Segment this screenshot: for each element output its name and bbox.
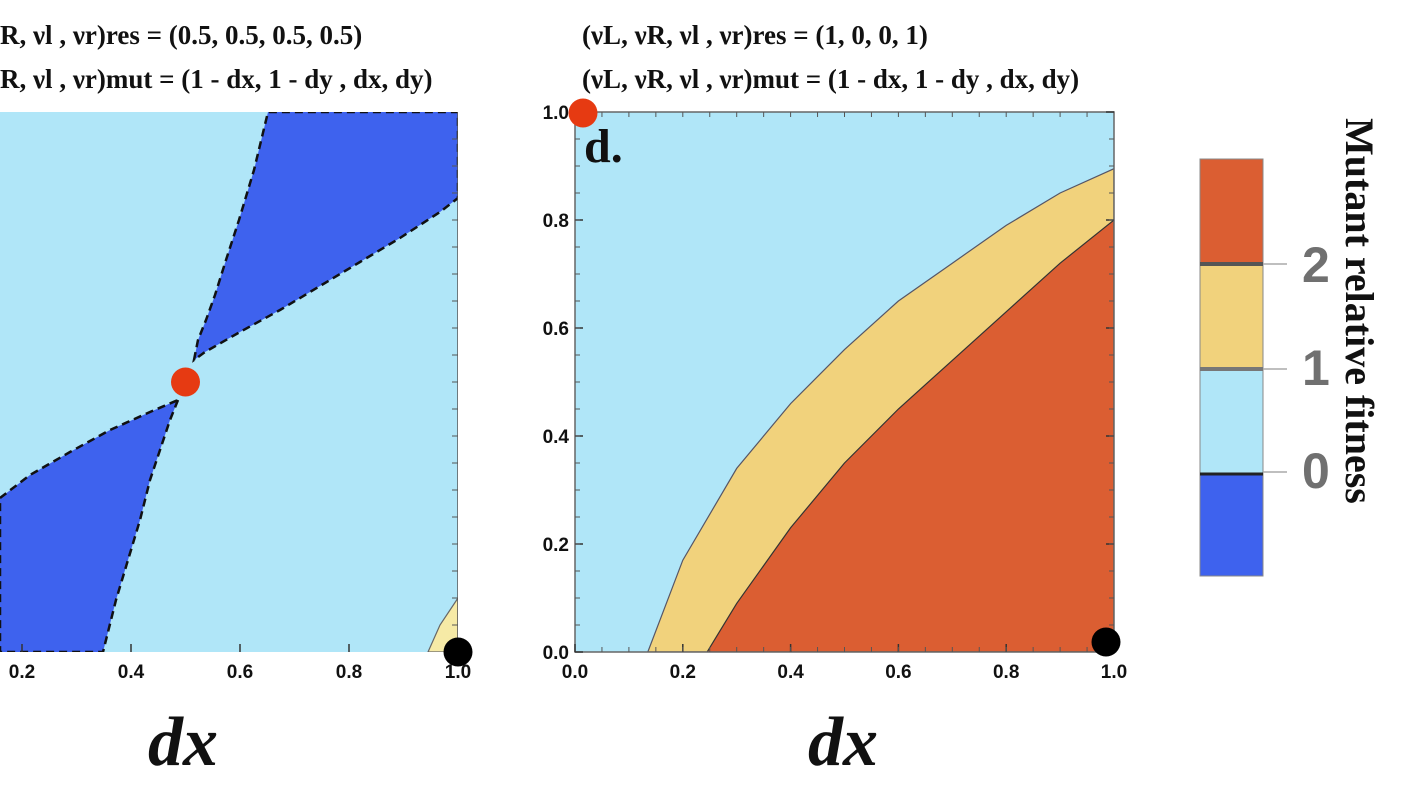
panel-d-res-value: = (1, 0, 0, 1) [786,20,928,50]
panel-c-negative-region-bottom [0,397,181,652]
panel-d-y-tick-label: 0.0 [543,643,569,664]
panel-d-x-tick-label: 0.6 [885,662,911,683]
panel-d-x-tick-label: 0.0 [562,662,588,683]
legend-swatch-1-2 [1200,264,1263,369]
panel-c-plot [0,112,458,652]
legend-tick-0: 0 [1302,443,1330,499]
panel-d-corner-point [1091,627,1121,657]
legend-title: Mutant relative fitness [1337,118,1382,504]
panel-c-yellow-patch [427,596,458,652]
panel-c-x-tick-label: 0.8 [336,662,362,683]
panel-c-mut-value: = (1 - dx, 1 - dy , dx, dy) [152,64,433,94]
panel-d-x-tick-label: 1.0 [1101,662,1127,683]
panel-c-res-header: R, νl , νr)res = (0.5, 0.5, 0.5, 0.5) [0,20,362,51]
panel-d-res-header: (νL, νR, νl , νr)res = (1, 0, 0, 1) [582,20,928,51]
panel-d-y-tick-label: 0.8 [543,211,569,232]
panel-c-x-tick-label: 0.6 [227,662,253,683]
panel-d-res-label: (νL, νR, νl , νr)res [582,20,787,50]
panel-d-x-axis-title: dx [808,704,878,781]
panel-d-x-tick-label: 0.2 [670,662,696,683]
legend-tick-1: 1 [1302,340,1330,396]
panel-c-x-ticks: 0.2 0.4 0.6 0.8 1.0 [9,138,471,683]
panel-d-x-tick-label: 0.8 [993,662,1019,683]
panel-d-y-tick-label: 0.2 [543,535,569,556]
panel-c-x-axis-title: dx [148,704,218,781]
legend-swatch-below-0 [1200,474,1263,576]
panel-d-mut-header: (νL, νR, νl , νr)mut = (1 - dx, 1 - dy ,… [582,64,1079,95]
panel-c-x-tick-label: 0.4 [118,662,145,683]
panel-d-label: d. [584,120,623,173]
panel-c-x-tick-label: 0.2 [9,662,35,683]
panel-c-resident-point [171,367,200,397]
legend-tick-2: 2 [1302,237,1330,293]
data-points [171,98,1121,667]
panel-c-res-label: R, νl , νr)res [0,20,140,50]
panel-d-x-tick-label: 0.4 [777,662,804,683]
panel-c-mut-header: R, νl , νr)mut = (1 - dx, 1 - dy , dx, d… [0,64,433,95]
panel-d-y-ticks: 0.0 0.2 0.4 0.6 0.8 1.0 [543,103,1114,664]
panel-d-fitness-above-2-region [706,219,1114,652]
panel-d-y-tick-label: 1.0 [543,103,569,124]
panel-c-mut-label: R, νl , νr)mut [0,64,153,94]
legend-swatch-0-1 [1200,369,1263,474]
panel-d-y-tick-label: 0.4 [543,427,570,448]
panel-d-resident-point [568,98,598,128]
panel-c-x-tick-label: 1.0 [445,662,471,683]
panel-d-mut-label: (νL, νR, νl , νr)mut [582,64,799,94]
panel-c-corner-point [443,637,473,667]
legend-swatch-above-2 [1200,159,1263,264]
panel-c-res-value: = (0.5, 0.5, 0.5, 0.5) [139,20,363,50]
panel-d-mut-value: = (1 - dx, 1 - dy , dx, dy) [798,64,1080,94]
panel-d-y-tick-label: 0.6 [543,319,569,340]
panel-c-negative-region-top [192,112,458,363]
panel-d-x-ticks: 0.0 0.2 0.4 0.6 0.8 1.0 [562,112,1127,683]
legend: 2 1 0 Mutant relative fitness [1199,118,1382,577]
panel-d-plot [575,112,1114,652]
